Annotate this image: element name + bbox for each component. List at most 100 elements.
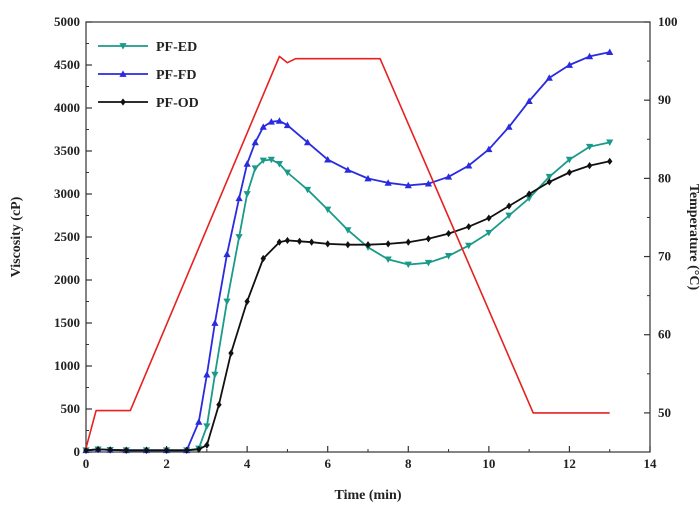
legend: PF-ED PF-FD PF-OD — [98, 40, 199, 111]
data-point — [525, 195, 533, 202]
data-point — [465, 162, 473, 169]
data-point — [211, 371, 219, 379]
data-point — [444, 253, 453, 260]
data-point — [404, 261, 412, 269]
data-point — [259, 157, 267, 165]
data-point — [424, 259, 433, 267]
data-point — [526, 190, 532, 198]
series-layer — [82, 48, 614, 454]
data-point — [303, 186, 312, 194]
data-point — [485, 229, 493, 237]
x-tick-label: 4 — [244, 456, 251, 471]
y-tick-label: 3500 — [54, 143, 80, 158]
data-point — [344, 227, 352, 234]
data-point — [325, 240, 331, 248]
data-point — [384, 256, 392, 263]
data-point — [545, 74, 553, 81]
data-point — [606, 48, 614, 55]
data-point — [545, 173, 553, 181]
x-tick-label: 14 — [644, 456, 658, 471]
y2-axis-title: Temperature (°C) — [686, 184, 700, 291]
data-point — [216, 401, 222, 409]
y-axis-left: 0 500 1000 1500 2000 2500 3000 3500 4000 4500 5000 — [54, 14, 92, 459]
legend-marker — [119, 70, 127, 77]
data-point — [445, 229, 452, 238]
x-axis-title: Time (min) — [334, 488, 401, 503]
data-point — [365, 241, 371, 249]
data-point — [276, 238, 283, 246]
data-point — [308, 238, 315, 246]
data-point — [283, 169, 292, 177]
y2-tick-label: 100 — [658, 14, 678, 29]
data-point — [223, 298, 231, 306]
data-point — [267, 156, 275, 164]
y-tick-label: 1500 — [54, 315, 80, 330]
data-point — [123, 446, 129, 454]
data-point — [203, 371, 211, 378]
y-tick-label: 4500 — [54, 57, 80, 72]
data-point — [243, 160, 251, 167]
x-tick-label: 0 — [83, 456, 90, 471]
data-point — [585, 52, 594, 60]
x-tick-label: 2 — [163, 456, 170, 471]
data-point — [424, 180, 433, 187]
data-point — [235, 234, 243, 241]
data-point — [251, 138, 259, 146]
data-point — [235, 194, 243, 202]
data-point — [405, 238, 411, 246]
data-point — [195, 418, 203, 425]
data-point — [345, 241, 351, 249]
y2-tick-label: 60 — [658, 327, 671, 342]
legend-label: PF-OD — [156, 96, 199, 111]
data-point — [425, 235, 432, 243]
y-tick-label: 500 — [61, 401, 81, 416]
data-point — [283, 121, 292, 129]
y-tick-label: 3000 — [54, 186, 80, 201]
y-tick-label: 2000 — [54, 272, 80, 287]
data-point — [303, 138, 312, 146]
data-point — [404, 181, 412, 189]
legend-marker — [119, 43, 127, 50]
y-tick-label: 2500 — [54, 229, 80, 244]
y-tick-label: 4000 — [54, 100, 80, 115]
series-line — [85, 51, 610, 452]
y-axis-right: 50 60 70 80 90 100 — [644, 14, 678, 453]
data-point — [384, 179, 392, 186]
y-axis-title: Viscosity (cP) — [9, 196, 24, 277]
data-point — [505, 123, 513, 130]
x-axis: 0 2 4 6 8 10 12 14 — [83, 446, 657, 471]
data-point — [95, 445, 101, 454]
y-tick-label: 5000 — [54, 14, 80, 29]
data-point — [107, 446, 113, 454]
data-point — [565, 61, 574, 68]
series-line — [85, 55, 610, 449]
data-point — [565, 156, 574, 164]
data-point — [585, 143, 594, 151]
data-point — [466, 223, 472, 231]
x-tick-label: 12 — [563, 456, 576, 471]
data-point — [385, 240, 391, 248]
data-point — [284, 236, 291, 245]
plot-area-border — [85, 21, 651, 453]
data-point — [184, 446, 190, 454]
data-point — [444, 173, 453, 180]
data-point — [606, 139, 614, 146]
data-point — [485, 145, 493, 153]
y-tick-label: 1000 — [54, 358, 80, 373]
data-point — [260, 254, 266, 263]
data-point — [211, 319, 219, 326]
series-line — [85, 160, 610, 452]
data-point — [204, 441, 210, 449]
data-point — [586, 162, 593, 170]
data-point — [203, 423, 211, 430]
x-tick-label: 6 — [324, 456, 331, 471]
data-point — [83, 446, 89, 454]
series-line — [85, 141, 610, 452]
data-point — [259, 123, 267, 130]
data-point — [228, 349, 234, 357]
data-point — [506, 202, 512, 210]
x-tick-label: 8 — [405, 456, 412, 471]
y2-tick-label: 50 — [658, 405, 671, 420]
data-point — [546, 178, 552, 186]
